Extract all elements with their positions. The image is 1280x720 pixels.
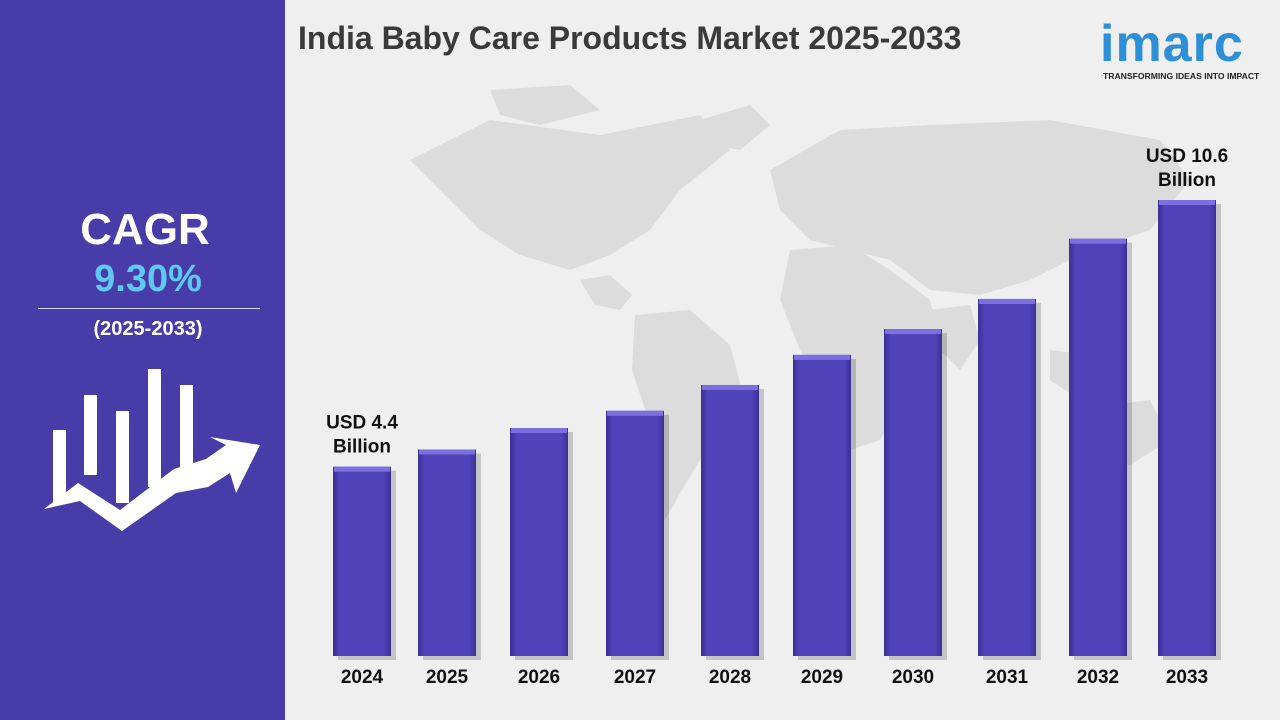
bar-cap	[1070, 238, 1126, 244]
data-label: Billion	[333, 437, 391, 458]
x-tick-label: 2027	[614, 667, 656, 688]
x-tick-label: 2026	[518, 667, 560, 688]
bar-2025	[418, 449, 476, 656]
data-label: Billion	[1158, 170, 1216, 191]
x-tick-label: 2024	[341, 667, 384, 688]
bar-cap	[885, 329, 941, 335]
cagr-label: CAGR	[80, 205, 210, 254]
cagr-value: 9.30%	[94, 258, 202, 300]
logo-tagline: TRANSFORMING IDEAS INTO IMPACT	[1103, 71, 1260, 81]
bar-cap	[607, 410, 663, 416]
bar-2031	[978, 298, 1036, 656]
cagr-divider	[38, 308, 260, 309]
bar-2029	[793, 354, 851, 656]
bar-2024	[333, 466, 391, 656]
x-tick-label: 2030	[892, 667, 934, 688]
x-tick-label: 2025	[426, 667, 469, 688]
bar-cap	[979, 298, 1035, 304]
x-tick-label: 2031	[986, 667, 1029, 688]
bar-cap	[419, 449, 475, 455]
bar-cap	[334, 466, 390, 472]
data-label: USD 10.6	[1146, 146, 1228, 167]
bar-cap	[702, 384, 758, 390]
bar-2028	[701, 384, 759, 656]
bar-2032	[1069, 238, 1127, 656]
x-tick-label: 2029	[801, 667, 843, 688]
x-tick-label: 2033	[1166, 667, 1208, 688]
bar-2027	[606, 410, 664, 656]
growth-chart-icon	[44, 369, 260, 531]
logo-wordmark: imarc	[1100, 15, 1244, 73]
imarc-logo: imarc TRANSFORMING IDEAS INTO IMPACT	[1100, 10, 1278, 85]
cagr-period: (2025-2033)	[93, 318, 203, 340]
x-tick-label: 2032	[1077, 667, 1119, 688]
data-label: USD 4.4	[326, 413, 398, 434]
cagr-sidebar: CAGR 9.30% (2025-2033)	[0, 0, 285, 720]
x-tick-label: 2028	[709, 667, 751, 688]
bar-cap	[794, 354, 850, 360]
bar-cap	[511, 428, 567, 433]
bar-2033	[1158, 200, 1216, 656]
chart-title: India Baby Care Products Market 2025-203…	[298, 20, 962, 56]
bar-2026	[510, 428, 568, 656]
bar-cap	[1159, 200, 1215, 205]
bar-2030	[884, 329, 942, 656]
